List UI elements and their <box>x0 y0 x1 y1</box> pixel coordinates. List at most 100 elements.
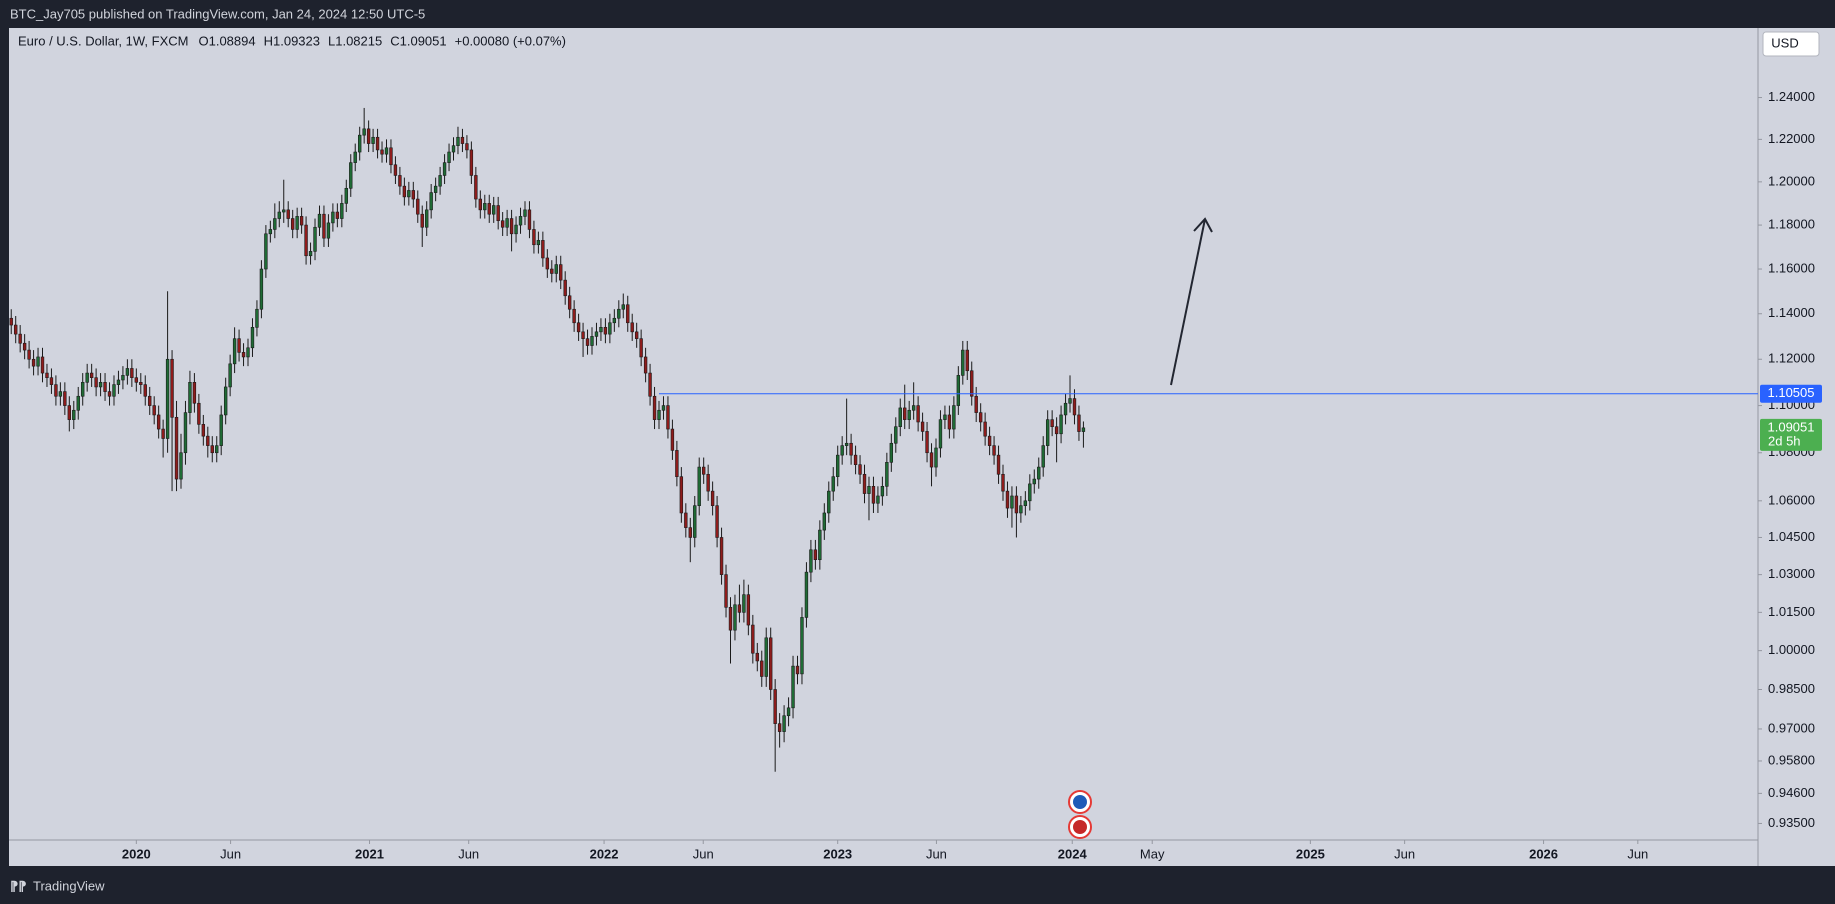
candle-body <box>639 338 643 358</box>
candle-body <box>349 162 353 189</box>
last-price-label: 1.09051 <box>1768 419 1815 434</box>
level-price-label: 1.10505 <box>1768 385 1815 400</box>
ohlc-value: +0.00080 (+0.07%) <box>455 33 566 48</box>
y-tick-label: 0.94600 <box>1768 785 1815 800</box>
candle-body <box>98 382 103 388</box>
candle-body <box>107 391 112 397</box>
candle-body <box>612 317 617 324</box>
candle-body <box>746 594 751 626</box>
candle-body <box>18 333 22 344</box>
x-tick-label: Jun <box>458 846 479 861</box>
candle-body <box>407 190 411 198</box>
candle-body <box>49 377 54 385</box>
candle-body <box>822 512 826 531</box>
candle-body <box>290 218 295 230</box>
footer-brand: TradingView <box>33 878 105 893</box>
x-tick-label: 2025 <box>1296 846 1325 861</box>
candle-body <box>31 358 36 367</box>
candle-body <box>380 149 384 155</box>
candle-body <box>45 372 49 378</box>
candle-body <box>268 229 273 235</box>
y-tick-label: 1.20000 <box>1768 173 1815 188</box>
candle-body <box>697 466 701 506</box>
candle-body <box>867 486 871 494</box>
event-icon-inner <box>1073 795 1087 809</box>
candle-body <box>500 220 505 228</box>
candle-body <box>299 216 304 226</box>
candle-body <box>112 384 116 397</box>
candle-body <box>773 689 777 724</box>
candle-body <box>492 205 496 215</box>
candle-body <box>527 209 532 230</box>
candle-body <box>987 435 992 446</box>
candle-body <box>456 136 460 146</box>
candle-body <box>550 268 554 274</box>
candle-body <box>894 426 898 444</box>
candle-body <box>545 257 550 270</box>
ohlc-value: O1.08894 <box>199 33 256 48</box>
candle-body <box>840 445 844 456</box>
candle-body <box>1032 478 1036 485</box>
candle-body <box>956 375 961 406</box>
candle-body <box>331 211 335 224</box>
candle-body <box>737 604 742 613</box>
trend-arrow <box>1170 218 1206 386</box>
candle-body <box>116 379 121 385</box>
candle-body <box>809 549 813 573</box>
candle-body <box>420 213 424 228</box>
candle-body <box>590 336 594 346</box>
candle-body <box>755 652 759 662</box>
y-tick-label: 1.16000 <box>1768 260 1815 275</box>
candle-body <box>567 295 572 310</box>
candle-body <box>800 617 804 675</box>
candle-body <box>1019 505 1023 514</box>
candle-body <box>795 665 800 675</box>
y-tick-label: 0.98500 <box>1768 681 1815 696</box>
candle-body <box>474 175 478 200</box>
candle-body <box>858 464 862 475</box>
candle-body <box>165 358 170 439</box>
candle-body <box>733 604 737 631</box>
candle-body <box>920 421 925 432</box>
candle-body <box>411 190 415 200</box>
candle-body <box>340 203 344 219</box>
x-tick-label: Jun <box>1627 846 1648 861</box>
y-tick-label: 1.22000 <box>1768 131 1815 146</box>
candle-body <box>1077 414 1081 432</box>
candle-body <box>429 192 433 211</box>
candle-body <box>831 476 835 492</box>
candle-body <box>335 211 340 219</box>
candle-body <box>1023 500 1028 506</box>
candle-body <box>237 338 241 353</box>
x-tick-label: 2026 <box>1529 846 1558 861</box>
candle-body <box>447 151 451 163</box>
candle-body <box>170 358 174 418</box>
candle-body <box>791 665 795 709</box>
ohlc-value: H1.09323 <box>264 33 320 48</box>
candle-body <box>1005 490 1010 509</box>
currency-button[interactable] <box>1762 31 1820 57</box>
candle-body <box>585 338 590 346</box>
candle-body <box>478 198 482 211</box>
currency-label: USD <box>1771 35 1798 50</box>
y-tick-label: 1.12000 <box>1768 351 1815 366</box>
x-tick-label: 2021 <box>355 846 384 861</box>
candle-body <box>853 454 858 465</box>
candle-body <box>871 486 876 504</box>
candle-body <box>1001 473 1005 492</box>
candle-body <box>643 356 648 374</box>
candle-body <box>215 445 219 454</box>
candle-body <box>885 462 889 487</box>
ohlc-value: C1.09051 <box>390 33 446 48</box>
candle-body <box>358 134 362 153</box>
candle-body <box>786 707 791 717</box>
candle-body <box>282 209 286 213</box>
candle-body <box>384 147 389 155</box>
candle-body <box>416 198 420 215</box>
candle-body <box>201 424 206 437</box>
candle-body <box>250 327 255 349</box>
candle-body <box>675 450 679 477</box>
candle-body <box>576 322 581 333</box>
symbol-title: Euro / U.S. Dollar, 1W, FXCM <box>18 33 189 48</box>
candle-body <box>125 368 130 376</box>
